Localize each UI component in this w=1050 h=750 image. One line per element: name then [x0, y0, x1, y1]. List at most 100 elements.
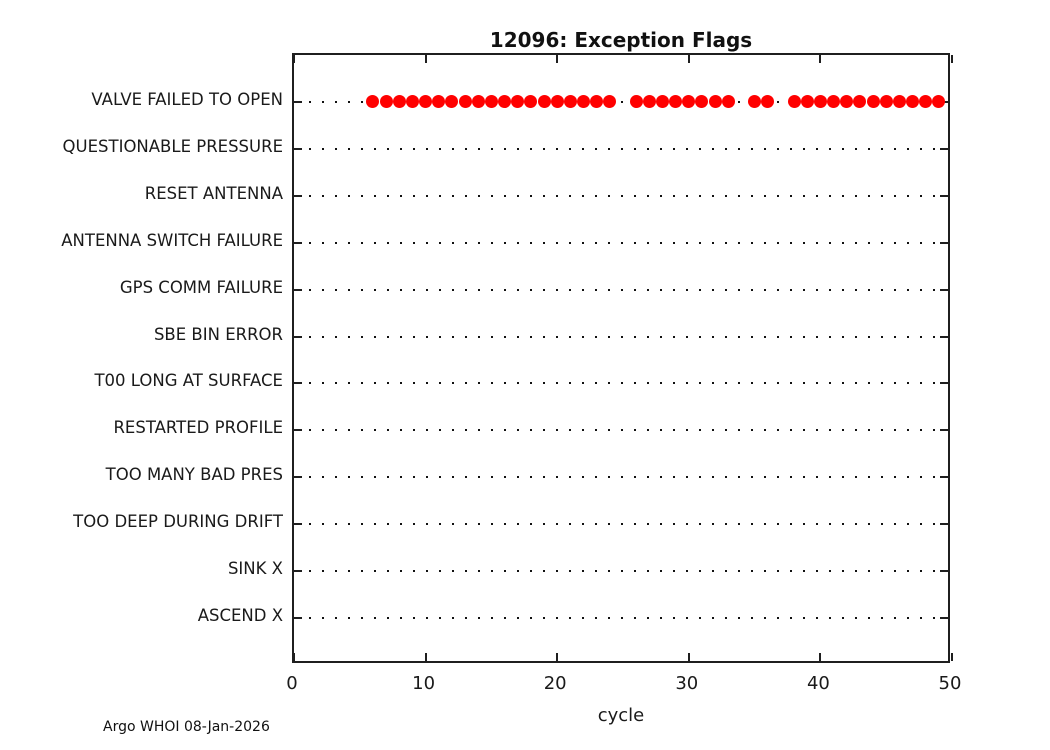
row-gridline [296, 100, 946, 103]
y-tick-left [294, 194, 302, 197]
data-point [708, 95, 722, 109]
y-tick-right [940, 382, 948, 385]
row-gridline [296, 429, 946, 432]
data-point [432, 95, 446, 109]
y-tick-left [294, 429, 302, 432]
y-tick-left [294, 523, 302, 526]
row-gridline [296, 194, 946, 197]
x-tick-top [951, 55, 953, 63]
y-tick-left [294, 147, 302, 150]
data-point [498, 95, 512, 109]
chart-title: 12096: Exception Flags [489, 28, 753, 52]
y-axis-label: SINK X [227, 559, 283, 579]
data-point [879, 95, 893, 109]
row-gridline [296, 523, 946, 526]
y-tick-left [294, 570, 302, 573]
y-tick-left [294, 335, 302, 338]
y-tick-left [294, 382, 302, 385]
y-axis-label: GPS COMM FAILURE [119, 277, 283, 297]
y-tick-right [940, 335, 948, 338]
data-point [853, 95, 867, 109]
x-tick-label: 40 [806, 673, 830, 694]
row-gridline [296, 335, 946, 338]
data-point [761, 95, 775, 109]
y-tick-right [940, 570, 948, 573]
x-tick-top [819, 55, 822, 63]
data-point [392, 95, 406, 109]
data-point [748, 95, 762, 109]
data-point [866, 95, 880, 109]
x-tick-bottom [819, 653, 822, 661]
data-point [419, 95, 433, 109]
x-tick-bottom [951, 653, 953, 661]
x-tick-top [424, 55, 427, 63]
x-tick-label: 50 [938, 673, 962, 694]
data-point [524, 95, 538, 109]
data-point [511, 95, 525, 109]
data-point [642, 95, 656, 109]
x-axis-label: cycle [597, 705, 645, 726]
data-point [590, 95, 604, 109]
x-tick-top [556, 55, 559, 63]
row-gridline [296, 476, 946, 479]
x-tick-bottom [424, 653, 427, 661]
x-tick-bottom [687, 653, 690, 661]
row-gridline [296, 570, 946, 573]
data-point [682, 95, 696, 109]
y-tick-left [294, 288, 302, 291]
x-tick-label: 10 [412, 673, 436, 694]
data-point [800, 95, 814, 109]
data-point [379, 95, 393, 109]
row-gridline [296, 617, 946, 620]
footer-annotation: Argo WHOI 08-Jan-2026 [103, 719, 270, 735]
y-axis-label: VALVE FAILED TO OPEN [91, 89, 283, 109]
y-axis-label: RESET ANTENNA [144, 183, 283, 203]
data-point [655, 95, 669, 109]
x-tick-label: 20 [543, 673, 567, 694]
data-point [577, 95, 591, 109]
x-tick-bottom [556, 653, 559, 661]
y-tick-right [940, 241, 948, 244]
y-tick-left [294, 241, 302, 244]
data-point [932, 95, 946, 109]
row-gridline [296, 147, 946, 150]
row-gridline [296, 241, 946, 244]
data-point [550, 95, 564, 109]
x-tick-top [687, 55, 690, 63]
y-tick-left [294, 476, 302, 479]
data-point [458, 95, 472, 109]
y-tick-right [940, 617, 948, 620]
x-tick-top [293, 55, 295, 63]
data-point [603, 95, 617, 109]
data-point [840, 95, 854, 109]
data-point [721, 95, 735, 109]
y-tick-right [940, 523, 948, 526]
y-axis-label: SBE BIN ERROR [153, 324, 283, 344]
data-point [906, 95, 920, 109]
plot-area [292, 53, 953, 663]
y-tick-right [940, 194, 948, 197]
data-point [813, 95, 827, 109]
x-tick-bottom [293, 653, 295, 661]
y-axis-label: ASCEND X [197, 606, 283, 626]
data-point [669, 95, 683, 109]
data-point [563, 95, 577, 109]
y-axis-label: TOO DEEP DURING DRIFT [73, 512, 283, 532]
y-axis-label: RESTARTED PROFILE [113, 418, 283, 438]
data-point [445, 95, 459, 109]
data-point [827, 95, 841, 109]
y-tick-right [940, 147, 948, 150]
data-point [484, 95, 498, 109]
x-tick-label: 30 [675, 673, 699, 694]
x-tick-label: 0 [286, 673, 298, 694]
row-gridline [296, 382, 946, 385]
data-point [629, 95, 643, 109]
data-point [892, 95, 906, 109]
data-point [537, 95, 551, 109]
data-point [787, 95, 801, 109]
y-axis-label: QUESTIONABLE PRESSURE [62, 136, 283, 156]
data-point [919, 95, 933, 109]
y-axis-label: ANTENNA SWITCH FAILURE [61, 230, 283, 250]
data-point [471, 95, 485, 109]
